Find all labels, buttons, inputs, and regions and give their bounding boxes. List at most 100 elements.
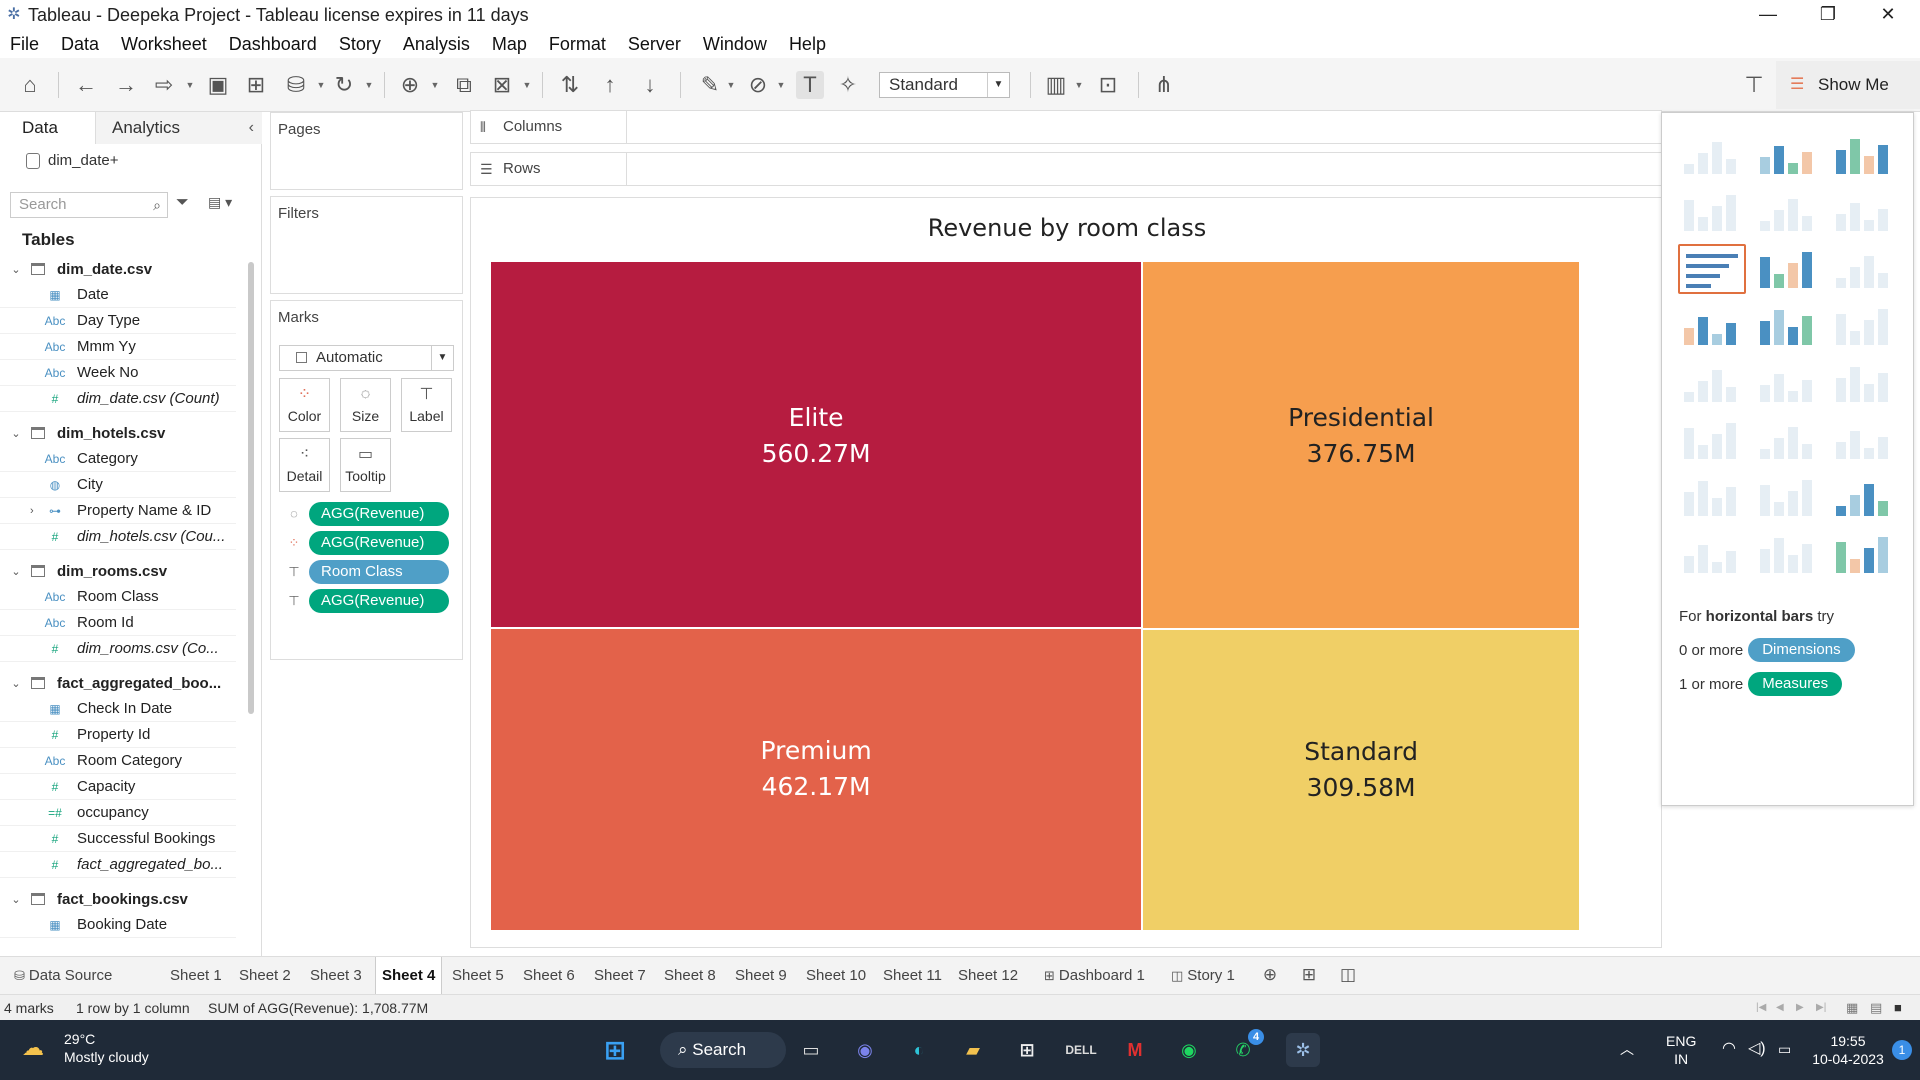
film-view-icon[interactable]: ■ xyxy=(1894,1000,1902,1015)
cards-icon[interactable]: ▥ xyxy=(1045,72,1067,97)
next-page-icon[interactable]: ▶ xyxy=(1796,1002,1804,1013)
revenue-pill[interactable]: AGG(Revenue) xyxy=(309,589,449,613)
field-item[interactable]: Abc Room Category xyxy=(0,748,236,774)
language-indicator[interactable]: ENG IN xyxy=(1666,1032,1696,1068)
treemap-tile-elite[interactable]: Elite 560.27M xyxy=(490,261,1143,629)
field-item[interactable]: # dim_hotels.csv (Cou... xyxy=(0,524,236,550)
wifi-icon[interactable]: ◠ xyxy=(1722,1040,1736,1057)
tab-data[interactable]: Data xyxy=(0,112,96,144)
scrollbar[interactable] xyxy=(248,262,254,714)
last-page-icon[interactable]: ▶| xyxy=(1816,1002,1827,1013)
revenue-pill[interactable]: AGG(Revenue) xyxy=(309,502,449,526)
chart-type-option[interactable] xyxy=(1830,529,1898,579)
treemap-tile-standard[interactable]: Standard 309.58M xyxy=(1142,628,1580,931)
chart-type-option[interactable] xyxy=(1678,358,1746,408)
tab-story-1[interactable]: ◫ Story 1 xyxy=(1165,957,1241,995)
field-item[interactable]: Abc Week No xyxy=(0,360,236,386)
sheet-tab[interactable]: Sheet 4 xyxy=(375,957,443,995)
pause-updates-icon[interactable]: ⛁ xyxy=(286,72,306,97)
minimize-button[interactable]: — xyxy=(1759,4,1777,24)
sheet-tab[interactable]: Sheet 12 xyxy=(958,967,1019,984)
show-labels-icon[interactable]: T xyxy=(796,71,824,99)
chevron-up-icon[interactable]: ︿ xyxy=(1620,1041,1634,1057)
new-worksheet-icon[interactable]: ⊕ xyxy=(400,72,420,97)
first-page-icon[interactable]: |◀ xyxy=(1756,1002,1767,1013)
field-item[interactable]: # Property Id xyxy=(0,722,236,748)
refresh-icon[interactable]: ↻ xyxy=(334,72,354,97)
chart-type-option[interactable] xyxy=(1678,187,1746,237)
chart-type-option[interactable] xyxy=(1830,130,1898,180)
new-story-icon[interactable]: ◫ xyxy=(1339,965,1357,984)
swap-icon[interactable]: ⇅ xyxy=(560,72,580,97)
redo-icon[interactable]: → xyxy=(115,72,137,97)
sheet-tab[interactable]: Sheet 3 xyxy=(310,967,362,984)
pin-icon[interactable]: ✧ xyxy=(838,72,858,97)
chart-type-option[interactable] xyxy=(1754,472,1822,522)
chevron-right-icon[interactable]: › xyxy=(30,504,34,517)
chevron-down-icon[interactable]: ⌄ xyxy=(11,677,21,690)
size-button[interactable]: ◌ Size xyxy=(340,378,391,432)
menu-data[interactable]: Data xyxy=(61,33,100,54)
clear-sheet-icon[interactable]: ⊠ xyxy=(492,72,512,97)
mark-type-select[interactable]: Automatic ▼ xyxy=(279,345,454,371)
chevron-down-icon[interactable]: ▼ xyxy=(726,80,736,90)
menu-analysis[interactable]: Analysis xyxy=(402,33,470,54)
notification-badge[interactable]: 1 xyxy=(1892,1040,1912,1060)
field-item[interactable]: ◍ City xyxy=(0,472,236,498)
table-row[interactable]: ⌄ dim_hotels.csv xyxy=(0,420,240,446)
menu-worksheet[interactable]: Worksheet xyxy=(121,33,207,54)
highlight-icon[interactable]: ✎ xyxy=(700,72,720,97)
chart-type-option[interactable] xyxy=(1830,244,1898,294)
chart-type-option[interactable] xyxy=(1678,130,1746,180)
table-row[interactable]: ⌄ dim_date.csv xyxy=(0,256,240,282)
taskbar-search[interactable]: ⌕ Search xyxy=(660,1032,786,1068)
sheet-tab[interactable]: Sheet 6 xyxy=(523,967,575,984)
chart-type-option[interactable] xyxy=(1678,472,1746,522)
clock[interactable]: 19:55 10-04-2023 xyxy=(1806,1032,1890,1068)
chart-type-option[interactable] xyxy=(1754,529,1822,579)
group-icon[interactable]: ⊘ xyxy=(748,72,768,97)
whatsapp-icon[interactable]: ✆ 4 xyxy=(1226,1029,1264,1067)
field-item[interactable]: # Successful Bookings xyxy=(0,826,236,852)
chevron-down-icon[interactable]: ⌄ xyxy=(11,893,21,906)
menu-help[interactable]: Help xyxy=(788,33,826,54)
edge-icon[interactable]: ◐ xyxy=(913,1040,925,1060)
chevron-down-icon[interactable]: ⌄ xyxy=(11,427,21,440)
sheet-tab[interactable]: Sheet 7 xyxy=(594,967,646,984)
chart-type-option[interactable] xyxy=(1754,301,1822,351)
chart-type-option[interactable] xyxy=(1830,358,1898,408)
sheet-tab[interactable]: Sheet 9 xyxy=(735,967,787,984)
revenue-pill[interactable]: AGG(Revenue) xyxy=(309,531,449,555)
sheet-tab[interactable]: Sheet 5 xyxy=(452,967,504,984)
table-row[interactable]: ⌄ dim_rooms.csv xyxy=(0,558,240,584)
task-view-icon[interactable]: ▭ xyxy=(802,1040,820,1060)
menu-window[interactable]: Window xyxy=(702,33,767,54)
field-item[interactable]: Abc Room Class xyxy=(0,584,236,610)
filter-icon[interactable]: ⏷ xyxy=(176,194,189,211)
detail-button[interactable]: ⁖ Detail xyxy=(279,438,330,492)
tableau-taskbar-icon[interactable]: ✲ xyxy=(1286,1033,1320,1067)
treemap-tile-presidential[interactable]: Presidential 376.75M xyxy=(1142,261,1580,629)
chart-type-option[interactable] xyxy=(1830,472,1898,522)
duplicate-sheet-icon[interactable]: ⧉ xyxy=(456,72,472,97)
menu-map[interactable]: Map xyxy=(491,33,527,54)
chevron-down-icon[interactable]: ▼ xyxy=(776,80,786,90)
menu-file[interactable]: File xyxy=(10,33,40,54)
field-item[interactable]: Abc Room Id xyxy=(0,610,236,636)
chevron-down-icon[interactable]: ▼ xyxy=(430,80,440,90)
chart-type-option[interactable] xyxy=(1678,529,1746,579)
show-me-button[interactable]: ☰ Show Me xyxy=(1776,61,1920,109)
chart-type-option[interactable] xyxy=(1754,415,1822,465)
new-datasource-icon[interactable]: ⊞ xyxy=(246,72,266,97)
chevron-down-icon[interactable]: ▼ xyxy=(316,80,326,90)
chevron-down-icon[interactable]: ⌄ xyxy=(11,263,21,276)
field-item[interactable]: =# occupancy xyxy=(0,800,236,826)
pages-card[interactable]: Pages xyxy=(270,112,463,190)
field-item[interactable]: # fact_aggregated_bo... xyxy=(0,852,236,878)
table-row[interactable]: ⌄ fact_bookings.csv xyxy=(0,886,240,912)
windows-start-icon[interactable]: ⊞ xyxy=(604,1035,626,1065)
columns-shelf[interactable]: ⫴ Columns xyxy=(470,110,1662,144)
sheet-tab[interactable]: Sheet 2 xyxy=(239,967,291,984)
spotify-icon[interactable]: ◉ xyxy=(1181,1040,1197,1060)
datasource-item[interactable]: dim_date+ xyxy=(26,152,118,169)
